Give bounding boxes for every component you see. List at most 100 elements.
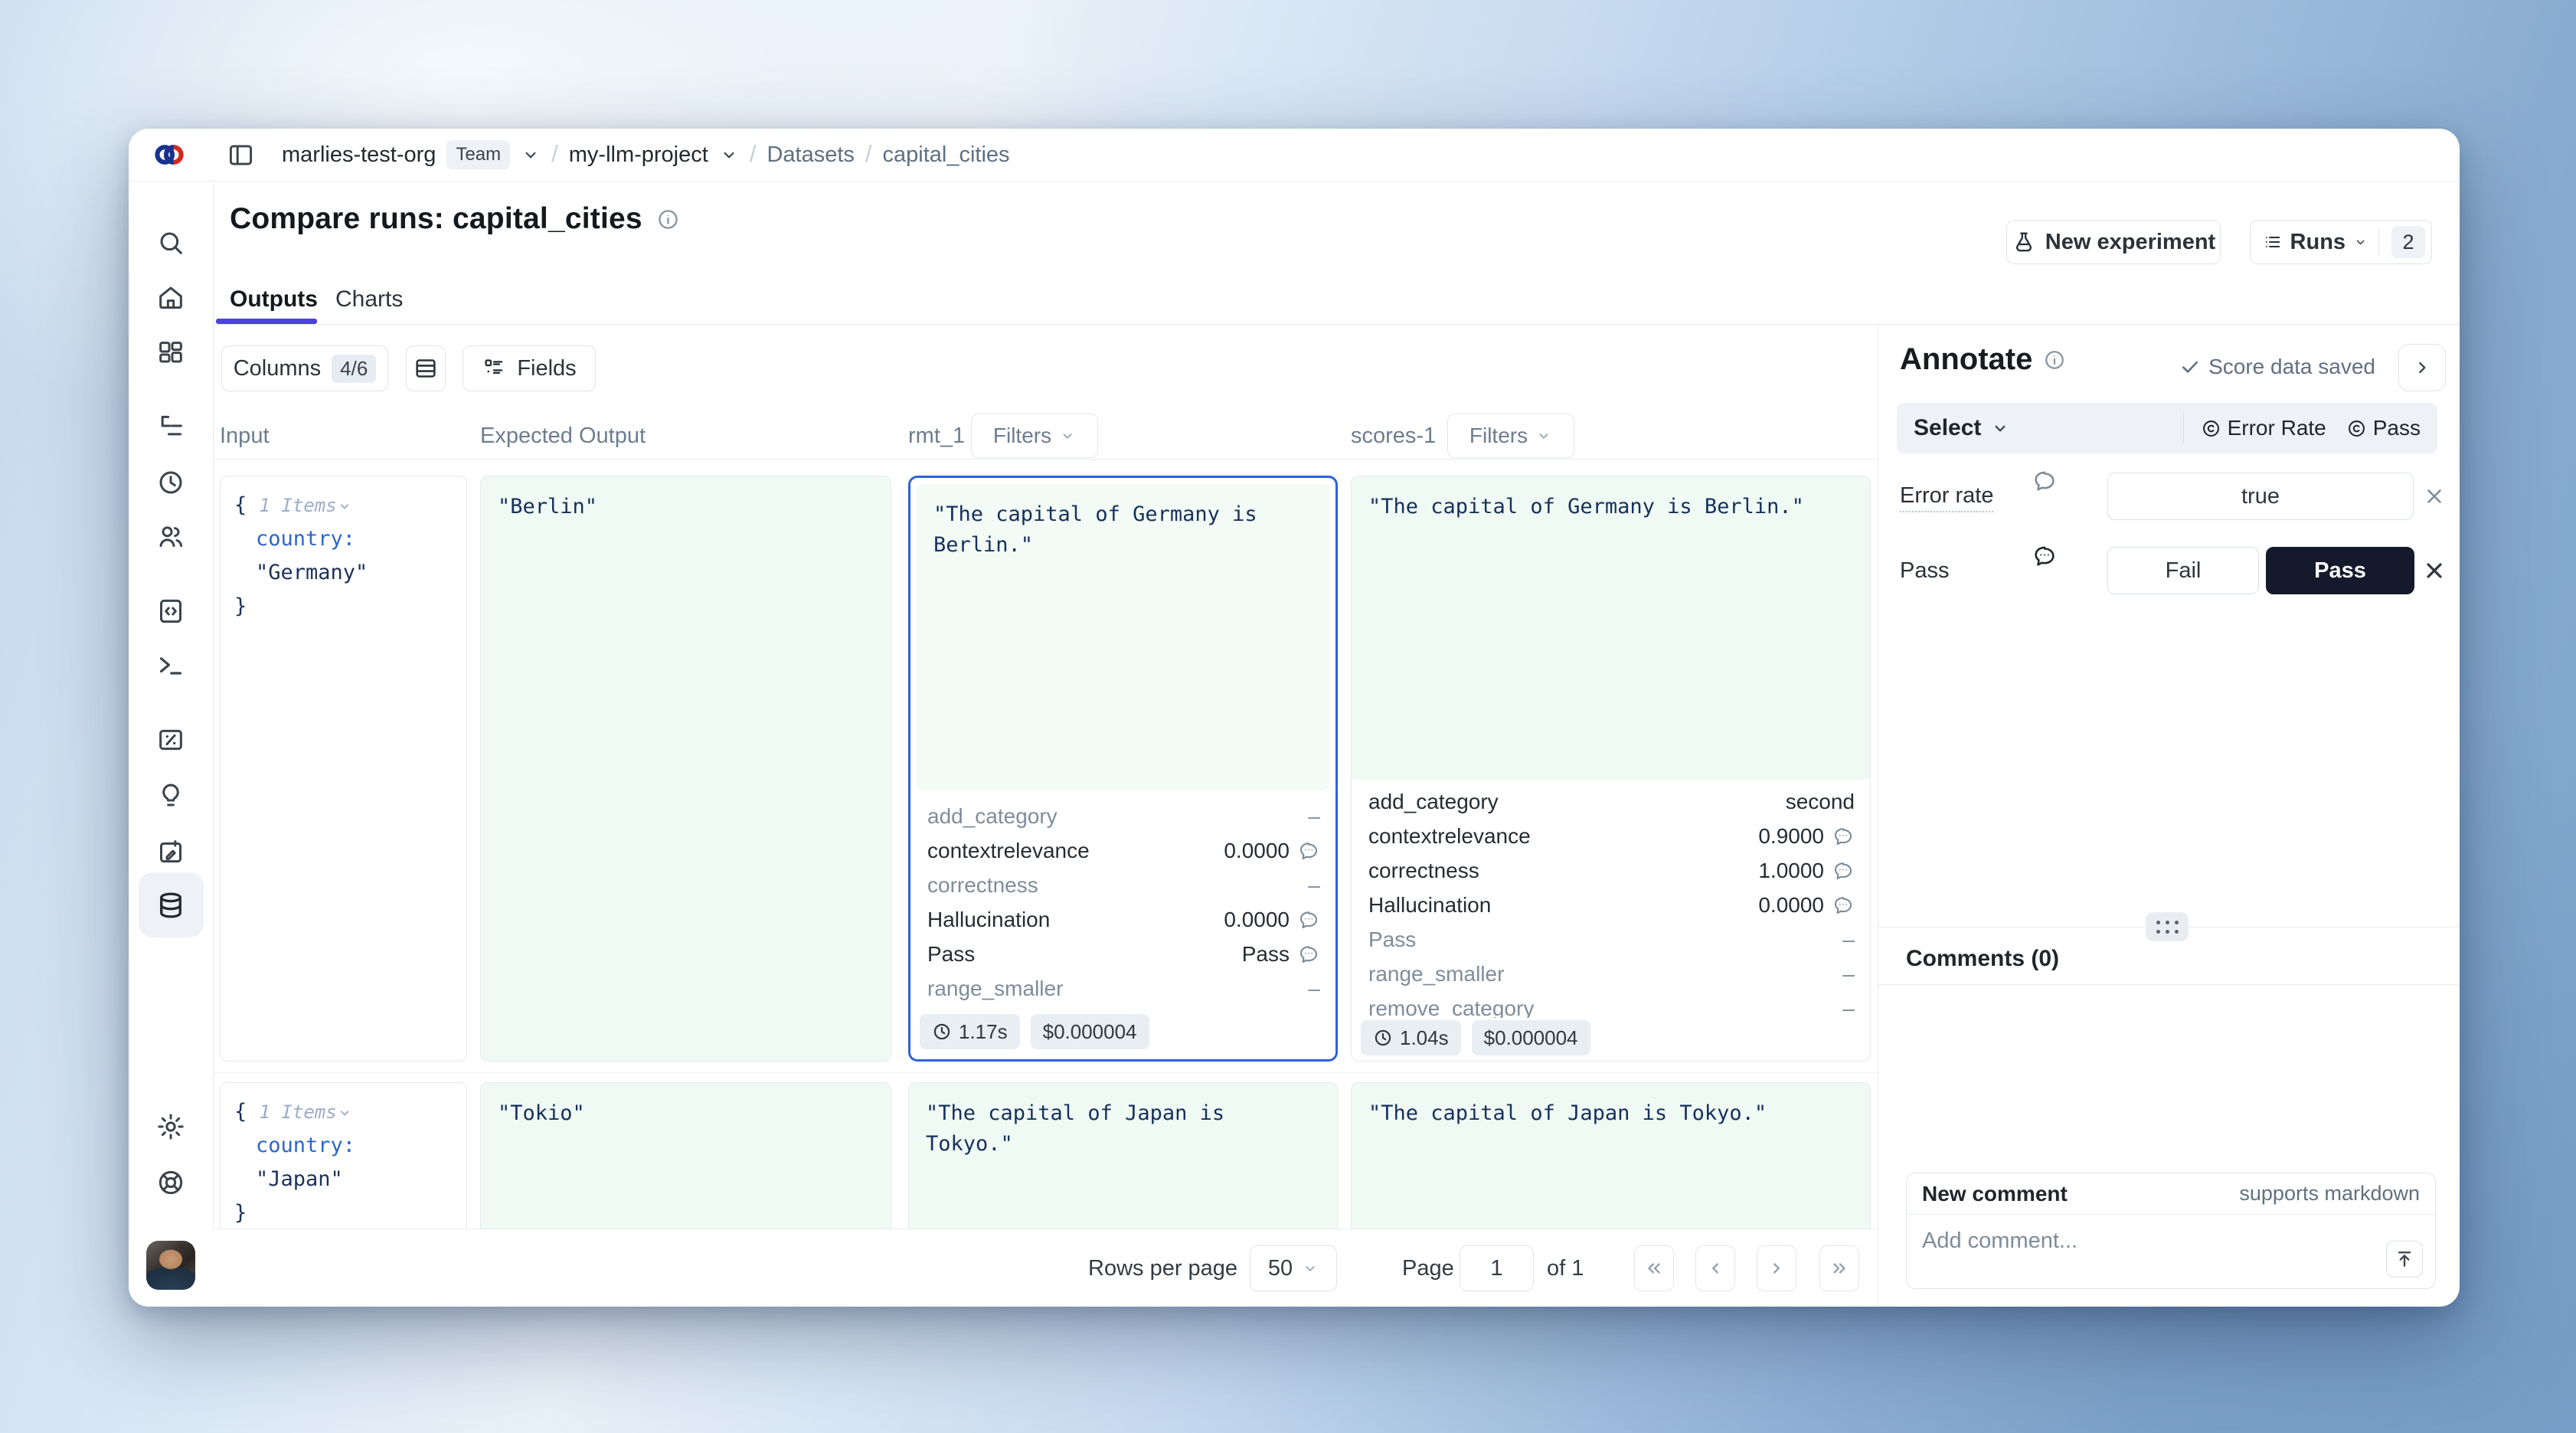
input-cell-row1[interactable]: { 1 Items country: "Germany" }: [220, 476, 467, 1062]
filters-button-scores-1[interactable]: Filters: [1447, 414, 1574, 458]
output-text: "The capital of Japan is Tokyo.": [1368, 1101, 1767, 1125]
column-header-expected-output[interactable]: Expected Output: [480, 423, 646, 448]
filters-label: Filters: [992, 424, 1052, 447]
output-text: "The capital of Japan is Tokyo.": [926, 1101, 1225, 1156]
chevron-down-icon[interactable]: [521, 145, 541, 165]
metric-value: 0.0000: [1224, 838, 1290, 862]
boards-icon[interactable]: [153, 335, 188, 371]
chevron-down-icon[interactable]: [719, 145, 739, 165]
column-header-input[interactable]: Input: [220, 423, 270, 448]
comment-input[interactable]: Add comment...: [1922, 1229, 2078, 1253]
first-page-button[interactable]: [1634, 1245, 1674, 1291]
annotate-title: Annotate: [1900, 342, 2033, 376]
chip-error-rate[interactable]: Error Rate: [2201, 416, 2326, 440]
score-saved-status: Score data saved: [2179, 355, 2375, 379]
code-file-icon[interactable]: [153, 594, 188, 629]
expected-output-text: "Tokio": [498, 1101, 585, 1125]
comment-bubble-icon[interactable]: [2032, 468, 2058, 498]
breadcrumb-org[interactable]: marlies-test-org: [282, 142, 436, 167]
home-icon[interactable]: [153, 280, 188, 315]
search-icon[interactable]: [153, 225, 188, 260]
chevron-down-icon[interactable]: [337, 499, 352, 514]
metric-row: Pass Pass: [927, 937, 1320, 971]
column-header-rmt-1[interactable]: rmt_1: [908, 423, 966, 448]
breadcrumb-page[interactable]: capital_cities: [882, 142, 1010, 167]
comment-bubble-icon[interactable]: [1832, 859, 1855, 882]
output-cell-scores1-row1[interactable]: "The capital of Germany is Berlin." add_…: [1351, 476, 1871, 1062]
json-key: country:: [256, 527, 356, 551]
comment-bubble-icon[interactable]: [1297, 908, 1320, 931]
chevron-left-icon: [1712, 1263, 1718, 1274]
weave-logo-icon[interactable]: [152, 137, 187, 176]
metric-value: –: [1308, 976, 1320, 1000]
datasets-icon[interactable]: [153, 888, 188, 923]
column-header-scores-1[interactable]: scores-1: [1351, 423, 1437, 448]
settings-gear-icon[interactable]: [153, 1109, 188, 1144]
select-label: Select: [1914, 415, 1982, 440]
select-dropdown[interactable]: Select: [1914, 415, 2010, 441]
output-text: "The capital of Germany is Berlin.": [1368, 495, 1804, 519]
teams-users-icon[interactable]: [153, 519, 188, 555]
history-clock-icon[interactable]: [153, 465, 188, 500]
comment-bubble-icon[interactable]: [1297, 943, 1320, 966]
sidebar-toggle-icon[interactable]: [227, 141, 255, 173]
tab-charts[interactable]: Charts: [335, 286, 404, 312]
chevron-down-icon[interactable]: [337, 1105, 352, 1121]
runs-button[interactable]: Runs 2: [2250, 220, 2432, 264]
chip-pass[interactable]: Pass: [2346, 416, 2421, 440]
comment-bubble-dots-icon[interactable]: [2032, 543, 2058, 573]
metric-row: contextrelevance 0.0000: [927, 833, 1320, 868]
comment-bubble-icon[interactable]: [1832, 894, 1855, 917]
terminal-icon[interactable]: [153, 648, 188, 683]
metric-value: 0.0000: [1224, 907, 1290, 931]
info-icon[interactable]: [656, 208, 680, 231]
page-size-select[interactable]: 50: [1250, 1245, 1337, 1291]
breadcrumb-project[interactable]: my-llm-project: [568, 142, 708, 167]
annotations-clipboard-icon[interactable]: [153, 835, 188, 870]
row-height-button[interactable]: [406, 345, 446, 391]
bar-separator: [2182, 413, 2184, 443]
new-comment-title: New comment: [1922, 1181, 2068, 1206]
pass-fail-option-button[interactable]: Fail: [2107, 547, 2259, 594]
pass-pass-option-button[interactable]: Pass: [2266, 547, 2414, 594]
error-rate-input[interactable]: true: [2107, 473, 2414, 520]
columns-button[interactable]: Columns 4/6: [221, 345, 388, 391]
metric-row: correctness –: [927, 868, 1320, 902]
metric-value: 1.0000: [1758, 858, 1824, 882]
columns-label: Columns: [233, 355, 322, 381]
filters-button-rmt-1[interactable]: Filters: [971, 414, 1098, 458]
metric-name: contextrelevance: [927, 838, 1090, 862]
double-chevron-right-icon: [1833, 1263, 1845, 1274]
expected-output-cell-row1[interactable]: "Berlin": [480, 476, 891, 1062]
json-items-count[interactable]: 1 Items: [259, 1101, 337, 1123]
output-cell-rmt1-row1-selected[interactable]: "The capital of Germany is Berlin." add_…: [908, 476, 1338, 1062]
support-lifebuoy-icon[interactable]: [153, 1165, 188, 1200]
clear-pass-button[interactable]: [2419, 555, 2450, 586]
info-icon[interactable]: [2043, 348, 2066, 371]
tab-outputs[interactable]: Outputs: [230, 286, 318, 312]
ideas-lightbulb-icon[interactable]: [153, 778, 188, 813]
prev-page-button[interactable]: [1695, 1245, 1735, 1291]
json-items-count[interactable]: 1 Items: [259, 495, 337, 516]
panel-resize-handle[interactable]: [2146, 912, 2189, 941]
page-number-input[interactable]: 1: [1460, 1245, 1534, 1291]
new-experiment-button[interactable]: New experiment: [2006, 220, 2221, 264]
evaluations-icon[interactable]: [153, 722, 188, 757]
clear-error-rate-button[interactable]: [2419, 481, 2450, 512]
breadcrumb-separator: /: [865, 140, 872, 167]
metric-value: –: [1842, 961, 1855, 986]
traces-tree-icon[interactable]: [153, 408, 188, 443]
last-page-button[interactable]: [1819, 1245, 1859, 1291]
fields-button[interactable]: Fields: [463, 345, 596, 391]
breadcrumb-section[interactable]: Datasets: [767, 142, 855, 167]
active-nav-highlight: [139, 872, 204, 937]
submit-comment-button[interactable]: [2386, 1241, 2423, 1278]
comment-bubble-icon[interactable]: [1832, 825, 1855, 848]
comment-bubble-icon[interactable]: [1297, 839, 1320, 862]
pass-label: Pass: [1900, 558, 1950, 583]
collapse-panel-button[interactable]: [2398, 344, 2446, 391]
table-rows-icon: [416, 359, 436, 378]
user-avatar[interactable]: [146, 1241, 195, 1290]
json-value: "Germany": [256, 561, 368, 584]
next-page-button[interactable]: [1757, 1245, 1796, 1291]
